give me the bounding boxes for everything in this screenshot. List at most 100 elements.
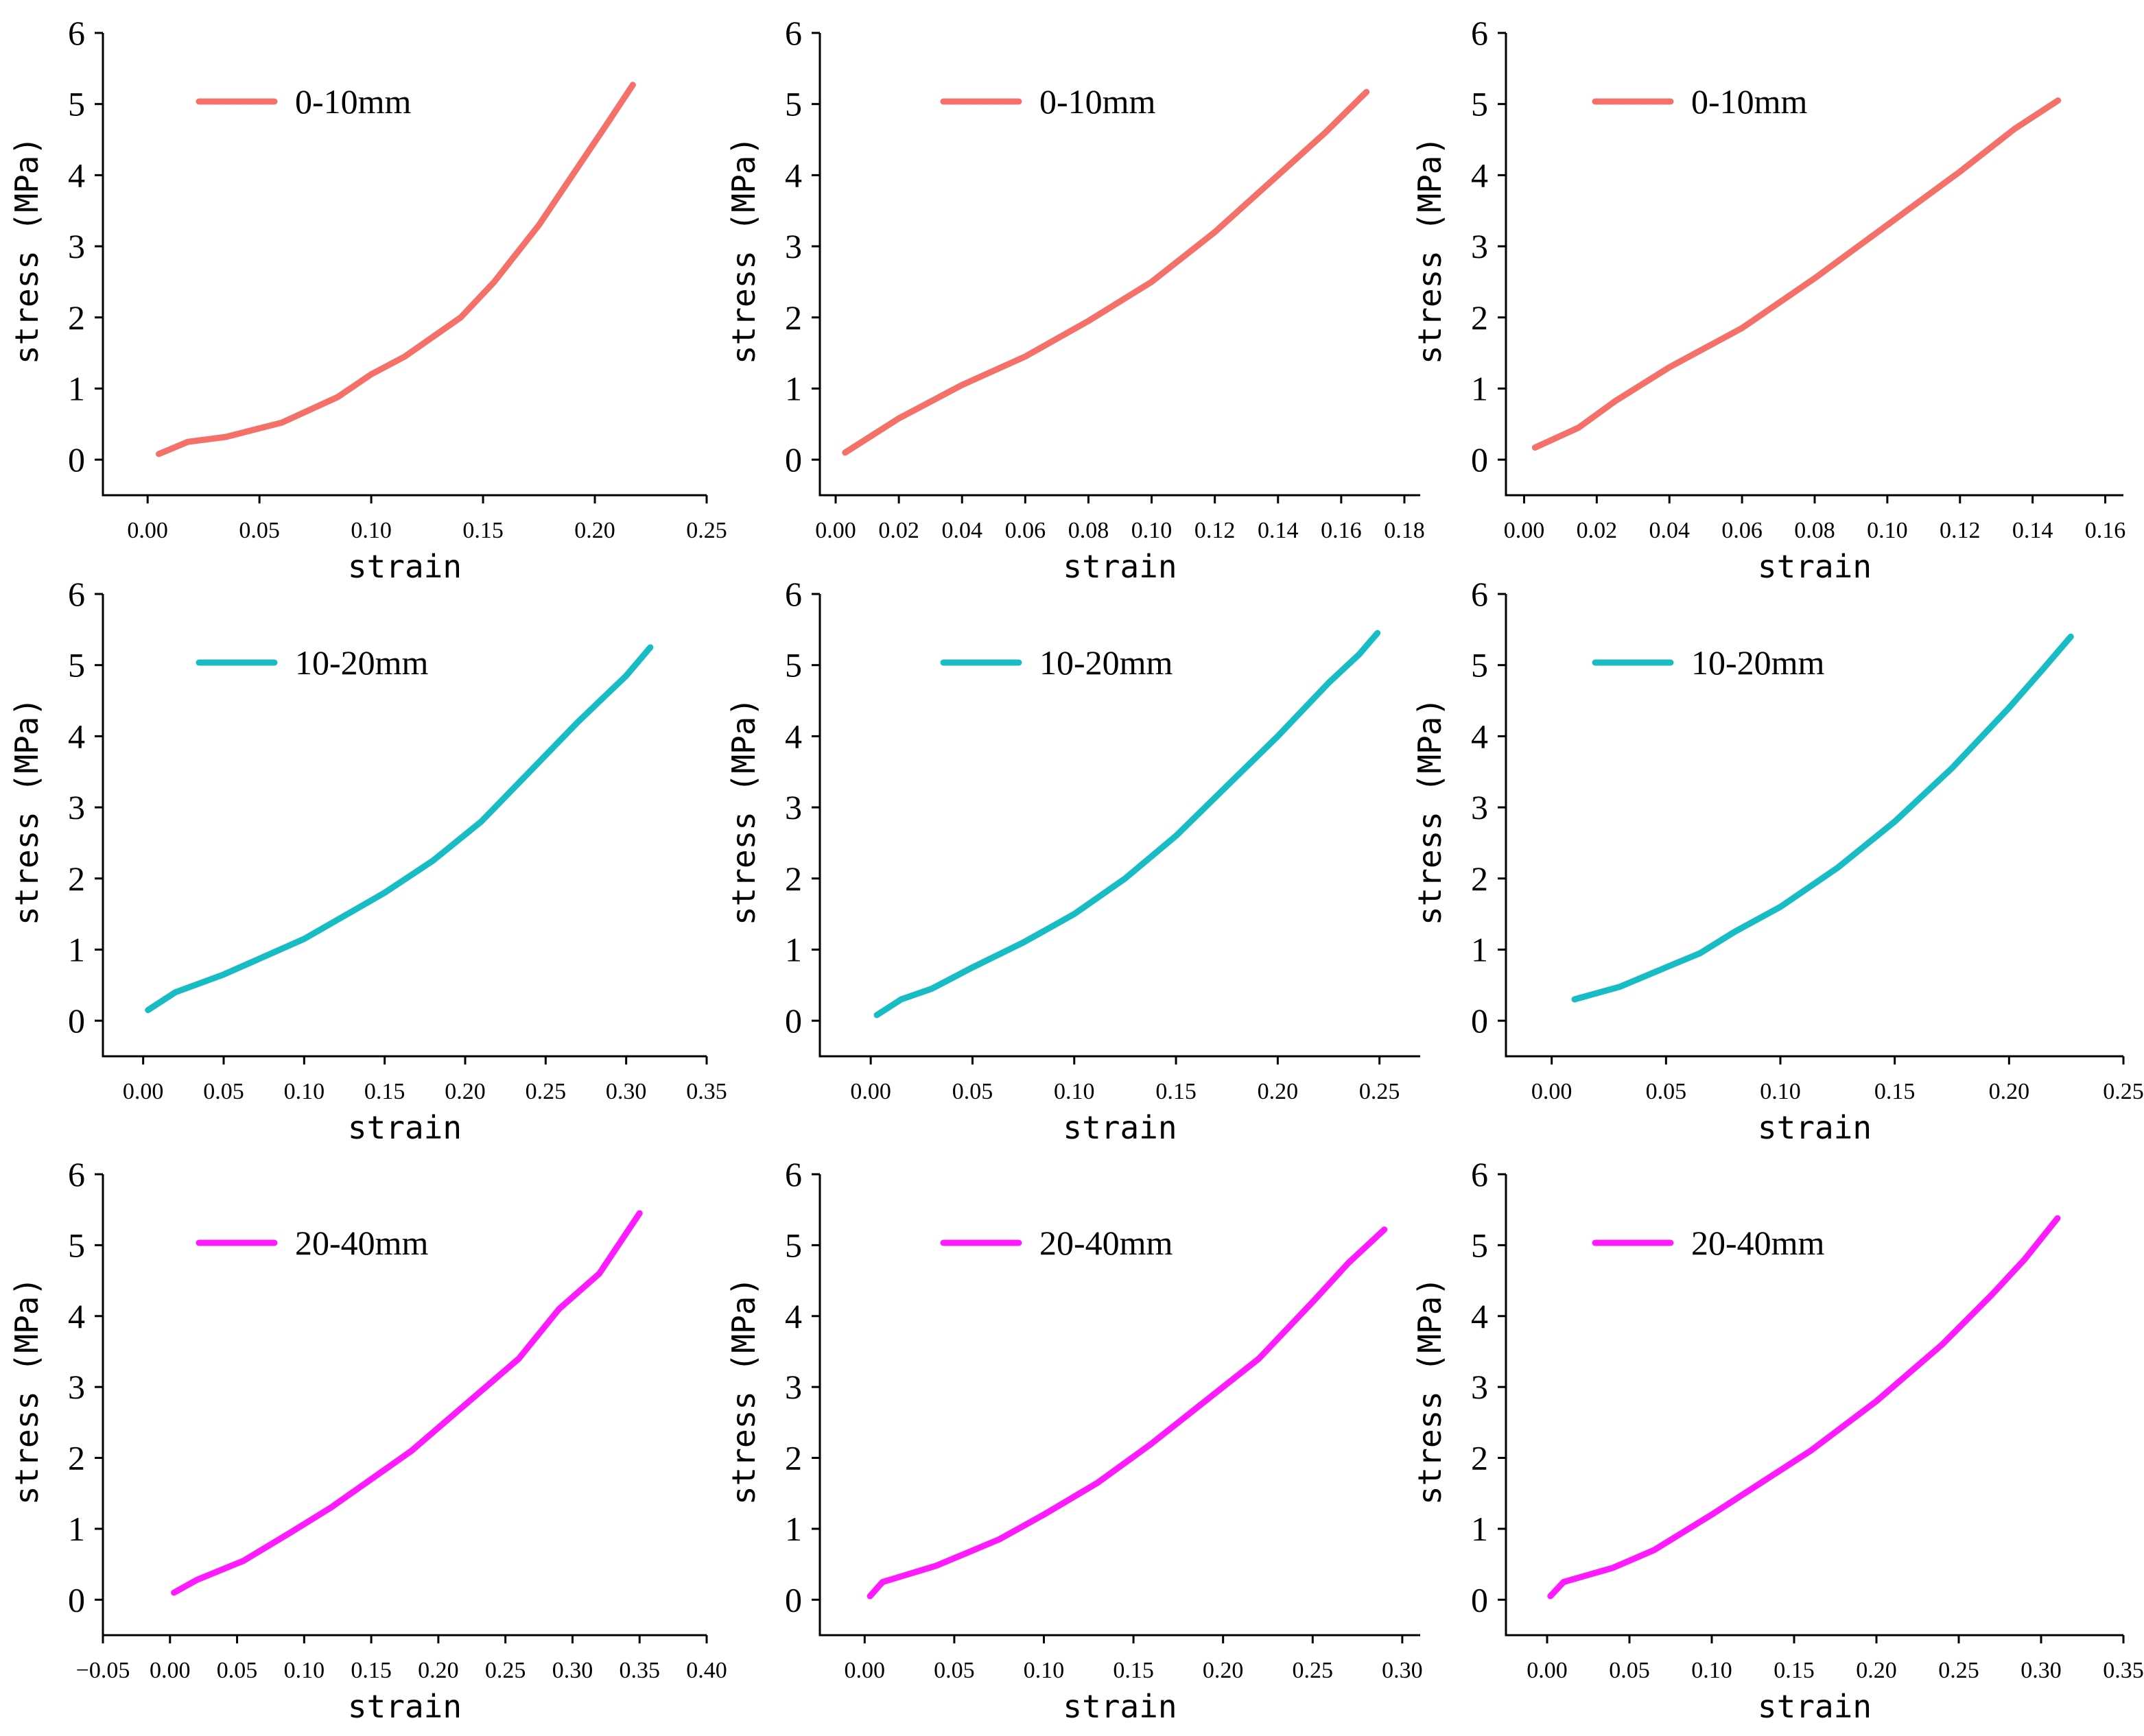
- x-tick-label: 0.00: [845, 1658, 886, 1683]
- chart-panel-4: 0 1 2 3 4 5 6 0.00 0.05 0.10 0.15 0.20 0.25 0.30 0.35 s…: [8, 575, 727, 1146]
- x-tick-label: 0.00: [850, 1079, 891, 1104]
- x-tick-label: 0.10: [284, 1079, 325, 1104]
- x-tick-label: 0.10: [351, 518, 392, 543]
- legend-label: 0-10mm: [1691, 82, 1808, 121]
- x-axis-title: strain: [1758, 548, 1872, 585]
- x-tick-label: 0.35: [619, 1658, 660, 1683]
- axis-lines: [818, 594, 1420, 1058]
- series-line-10-20mm: [1571, 633, 2074, 1003]
- y-tick-label: 0: [1471, 1001, 1488, 1040]
- x-tick-label: 0.05: [217, 1658, 258, 1683]
- x-tick-label: 0.30: [2021, 1658, 2062, 1683]
- y-tick-label: 1: [1471, 369, 1488, 407]
- y-tick-label: 1: [785, 369, 802, 407]
- x-tick-label: 0.14: [1258, 518, 1299, 543]
- y-tick-label: 3: [68, 788, 85, 827]
- y-tick-label: 3: [785, 227, 802, 265]
- y-tick-label: 6: [68, 1155, 85, 1193]
- y-tick-label: 0: [785, 440, 802, 479]
- y-tick-label: 3: [1471, 788, 1488, 827]
- chart-panel-5: 0 1 2 3 4 5 6 0.00 0.05 0.10 0.15 0.20 0.25 strain str…: [725, 575, 1420, 1146]
- legend-label: 20-40mm: [295, 1224, 429, 1262]
- x-tick-label: 0.10: [1867, 518, 1908, 543]
- x-tick-label: 0.00: [815, 518, 856, 543]
- y-axis-title: stress (MPa): [725, 698, 762, 925]
- x-tick-label: 0.02: [878, 518, 919, 543]
- x-axis-title: strain: [1063, 1109, 1177, 1146]
- y-tick-label: 0: [1471, 1580, 1488, 1619]
- y-tick-label: 1: [1471, 930, 1488, 968]
- x-tick-label: 0.02: [1577, 518, 1618, 543]
- series-line-20-40mm: [1547, 1215, 2061, 1600]
- chart-panel-9: 0 1 2 3 4 5 6 0.00 0.05 0.10 0.15 0.20 0.25 0.30 0.35 s…: [1411, 1155, 2144, 1725]
- y-tick-label: 4: [785, 717, 802, 755]
- x-tick-label: 0.20: [574, 518, 615, 543]
- x-tick-label: 0.25: [1359, 1079, 1400, 1104]
- chart-panel-2: 0 1 2 3 4 5 6 0.00 0.02 0.04 0.06 0.08 0.10 0.12 0.14 0…: [725, 14, 1425, 585]
- y-tick-label: 5: [785, 646, 802, 685]
- x-tick-label: 0.15: [1874, 1079, 1916, 1104]
- y-tick-label: 2: [68, 298, 85, 337]
- x-tick-label: 0.30: [1382, 1658, 1423, 1683]
- y-tick-label: 3: [68, 1368, 85, 1406]
- x-tick-label: 0.15: [351, 1658, 392, 1683]
- y-tick-label: 4: [1471, 1297, 1488, 1335]
- x-tick-label: 0.30: [606, 1079, 647, 1104]
- x-tick-label: 0.18: [1384, 518, 1425, 543]
- x-tick-label: 0.16: [2085, 518, 2126, 543]
- axis-lines: [102, 33, 707, 497]
- y-tick-label: 5: [1471, 1226, 1488, 1264]
- x-tick-label: 0.25: [1938, 1658, 1979, 1683]
- x-tick-label: 0.04: [941, 518, 982, 543]
- x-tick-label: 0.00: [1527, 1658, 1568, 1683]
- x-axis-title: strain: [1758, 1688, 1872, 1725]
- x-tick-label: 0.10: [1131, 518, 1173, 543]
- y-tick-label: 0: [785, 1580, 802, 1619]
- legend-label: 0-10mm: [1039, 82, 1156, 121]
- x-tick-label: 0.15: [1155, 1079, 1197, 1104]
- y-tick-label: 2: [68, 859, 85, 898]
- y-axis-title: stress (MPa): [725, 136, 762, 364]
- y-tick-label: 6: [785, 575, 802, 613]
- x-tick-label: 0.15: [364, 1079, 405, 1104]
- y-tick-label: 3: [68, 227, 85, 265]
- x-tick-label: 0.14: [2012, 518, 2053, 543]
- y-tick-label: 6: [785, 14, 802, 52]
- x-axis-title: strain: [348, 1109, 462, 1146]
- x-tick-label: 0.10: [1760, 1079, 1801, 1104]
- x-tick-label: 0.08: [1068, 518, 1109, 543]
- legend-label: 20-40mm: [1691, 1224, 1825, 1262]
- series-line-10-20mm: [873, 630, 1381, 1019]
- y-tick-label: 3: [785, 788, 802, 827]
- series-line-20-40mm: [867, 1226, 1388, 1600]
- legend-label: 0-10mm: [295, 82, 412, 121]
- y-tick-label: 2: [785, 859, 802, 898]
- x-tick-label: 0.00: [1504, 518, 1545, 543]
- chart-panel-1: 0 1 2 3 4 5 6 0.00 0.05 0.10 0.15 0.20 0.25 strain str…: [8, 14, 727, 585]
- series-line-0-10mm: [1531, 97, 2062, 451]
- y-tick-label: 3: [1471, 227, 1488, 265]
- x-tick-label: 0.25: [1293, 1658, 1334, 1683]
- x-tick-label: 0.20: [1258, 1079, 1299, 1104]
- x-tick-label: 0.12: [1194, 518, 1236, 543]
- y-tick-label: 4: [785, 1297, 802, 1335]
- y-tick-label: 5: [68, 85, 85, 123]
- y-tick-label: 1: [68, 369, 85, 407]
- y-tick-label: 5: [1471, 85, 1488, 123]
- x-tick-label: 0.00: [1531, 1079, 1572, 1104]
- chart-panel-6: 0 1 2 3 4 5 6 0.00 0.05 0.10 0.15 0.20 0.25 strain str…: [1411, 575, 2144, 1146]
- x-tick-label: 0.20: [445, 1079, 486, 1104]
- y-tick-label: 2: [1471, 859, 1488, 898]
- x-tick-label: 0.00: [123, 1079, 164, 1104]
- axis-lines: [818, 1174, 1420, 1637]
- y-tick-label: 1: [785, 1510, 802, 1548]
- x-tick-label: 0.16: [1321, 518, 1362, 543]
- x-tick-label: −0.05: [76, 1658, 130, 1683]
- x-tick-label: 0.35: [2103, 1658, 2144, 1683]
- x-tick-label: 0.15: [462, 518, 504, 543]
- y-tick-label: 6: [68, 575, 85, 613]
- y-tick-label: 5: [68, 1226, 85, 1264]
- y-tick-label: 0: [68, 440, 85, 479]
- y-tick-label: 1: [1471, 1510, 1488, 1548]
- x-tick-label: 0.20: [418, 1658, 459, 1683]
